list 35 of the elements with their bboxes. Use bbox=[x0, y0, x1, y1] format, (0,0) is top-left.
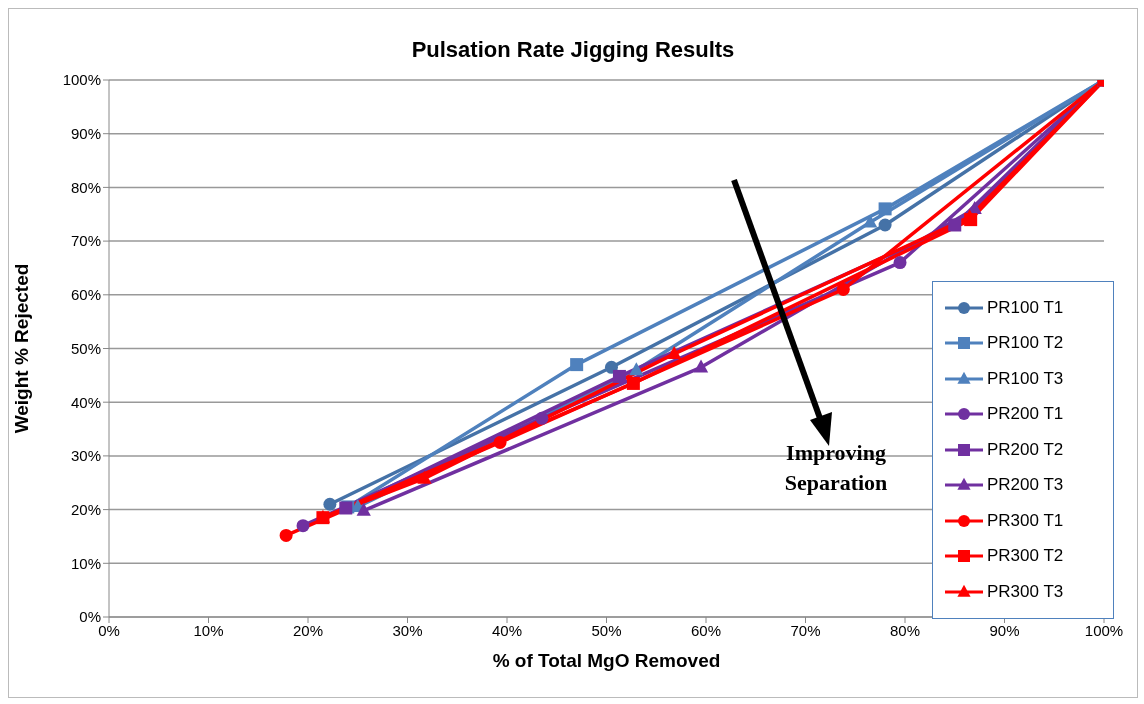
x-tick-label: 100% bbox=[1084, 621, 1124, 639]
y-tick-label: 60% bbox=[70, 286, 101, 304]
annotation: Improving Separation bbox=[783, 439, 889, 497]
y-tick-label: 0% bbox=[79, 608, 101, 626]
legend-label: PR100 T2 bbox=[987, 333, 1064, 354]
legend-label: PR300 T2 bbox=[987, 546, 1064, 567]
legend-label: PR300 T1 bbox=[987, 510, 1064, 531]
x-tick-label: 0% bbox=[98, 621, 120, 639]
x-axis-title: % of Total MgO Removed bbox=[492, 650, 721, 671]
legend-label: PR200 T1 bbox=[987, 404, 1064, 425]
legend-label: PR100 T1 bbox=[987, 297, 1064, 318]
x-tick-label: 20% bbox=[292, 621, 324, 639]
x-tick-label: 50% bbox=[591, 621, 622, 639]
legend-label: PR100 T3 bbox=[987, 368, 1064, 389]
y-axis-title: Weight % Rejected bbox=[10, 263, 32, 434]
x-tick-label: 10% bbox=[193, 621, 224, 639]
x-tick-label: 80% bbox=[889, 621, 921, 639]
y-tick-label: 40% bbox=[70, 393, 101, 411]
x-tick-label: 40% bbox=[491, 621, 523, 639]
y-tick-label: 80% bbox=[70, 178, 101, 196]
chart-title: Pulsation Rate Jigging Results bbox=[410, 37, 736, 63]
legend-label: PR300 T3 bbox=[987, 581, 1064, 602]
x-tick-label: 30% bbox=[392, 621, 423, 639]
y-tick-label: 70% bbox=[70, 232, 101, 250]
x-tick-label: 60% bbox=[690, 621, 722, 639]
x-tick-label: 90% bbox=[989, 621, 1020, 639]
y-tick-label: 50% bbox=[70, 339, 101, 357]
y-tick-label: 10% bbox=[70, 554, 101, 572]
legend-label: PR200 T2 bbox=[987, 439, 1064, 460]
legend-label: PR200 T3 bbox=[987, 475, 1064, 496]
y-tick-label: 100% bbox=[62, 71, 101, 89]
y-tick-label: 30% bbox=[70, 447, 101, 465]
y-tick-label: 20% bbox=[70, 500, 101, 518]
x-tick-label: 70% bbox=[790, 621, 821, 639]
y-tick-label: 90% bbox=[70, 125, 101, 143]
